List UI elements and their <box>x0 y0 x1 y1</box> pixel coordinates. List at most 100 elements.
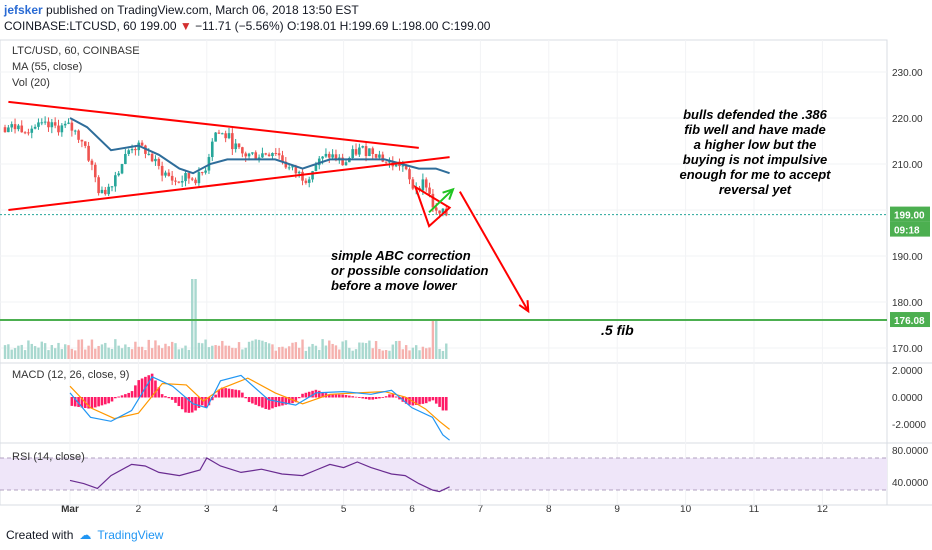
macd-legend[interactable]: MACD (12, 26, close, 9) <box>12 369 130 381</box>
candle-body <box>441 208 445 214</box>
macd-histogram-bar <box>180 397 184 410</box>
volume-bar <box>421 346 425 359</box>
author-name[interactable]: jefsker <box>4 3 43 17</box>
volume-bar <box>94 348 97 359</box>
macd-tick-label: 0.0000 <box>892 393 923 404</box>
volume-bar <box>47 350 50 359</box>
macd-histogram-bar <box>73 397 77 407</box>
volume-bar <box>97 345 100 359</box>
volume-bar <box>398 340 401 359</box>
volume-bar <box>110 348 114 359</box>
wedge-lower-line <box>8 156 450 211</box>
macd-histogram-bar <box>264 397 268 409</box>
macd-histogram-bar <box>224 388 227 398</box>
countdown-tag-bg <box>890 221 930 237</box>
candle-body <box>284 161 288 168</box>
macd-histogram-bar <box>90 397 94 409</box>
volume-bar <box>184 345 187 359</box>
price-tick-label: 230.00 <box>892 68 923 79</box>
volume-bar <box>74 350 77 359</box>
volume-bar <box>441 350 445 359</box>
candle-body <box>317 158 321 166</box>
candle-body <box>7 127 10 133</box>
down-triangle-icon: ▼ <box>179 19 192 33</box>
macd-histogram-bar <box>150 373 154 398</box>
candle-body <box>80 139 84 142</box>
volume-bar <box>33 346 37 359</box>
price-change: −11.71 (−5.56%) <box>195 19 284 33</box>
countdown-tag: 09:18 <box>894 226 920 237</box>
ma-legend[interactable]: MA (55, close) <box>12 61 83 73</box>
volume-bar <box>77 339 80 359</box>
macd-histogram-bar <box>187 397 191 413</box>
vol-legend[interactable]: Vol (20) <box>12 77 50 89</box>
volume-bar <box>338 349 341 359</box>
macd-histogram-bar <box>251 397 254 404</box>
volume-bar <box>351 350 354 359</box>
macd-histogram-bar <box>434 397 438 404</box>
candle-body <box>93 164 97 178</box>
macd-histogram-bar <box>378 397 381 399</box>
volume-bar <box>60 349 64 359</box>
volume-bar <box>117 345 120 359</box>
rsi-legend[interactable]: RSI (14, close) <box>12 451 85 463</box>
volume-bar <box>328 340 331 359</box>
macd-histogram-bar <box>404 397 408 404</box>
volume-bar <box>43 343 47 359</box>
volume-bar <box>344 340 348 359</box>
candle-body <box>30 128 34 133</box>
macd-histogram-bar <box>281 397 284 406</box>
red-arrow <box>459 191 530 312</box>
macd-histogram-bar <box>338 394 341 398</box>
candle-body <box>428 187 431 194</box>
candle-body <box>107 186 110 195</box>
candle-body <box>73 130 77 132</box>
fib-annotation: .5 fib <box>601 322 634 338</box>
candle-body <box>127 150 131 154</box>
volume-bar <box>7 344 10 359</box>
volume-bar <box>354 349 358 359</box>
price-tick-label: 170.00 <box>892 344 923 355</box>
candle-body <box>100 189 104 194</box>
candle-body <box>150 153 154 162</box>
tradingview-brand[interactable]: TradingView <box>97 528 164 542</box>
macd-histogram-bar <box>317 390 321 398</box>
volume-bar <box>224 345 227 359</box>
candle-body <box>60 125 64 133</box>
volume-bar <box>191 279 194 359</box>
volume-bar <box>197 342 201 359</box>
symbol-label: COINBASE:LTCUSD, 60 <box>4 19 137 33</box>
candle-body <box>10 124 14 128</box>
volume-bar <box>241 349 244 359</box>
wedge-upper-line <box>8 100 419 149</box>
candle-body <box>307 179 311 183</box>
candle-body <box>57 125 60 133</box>
ma-line <box>69 117 450 175</box>
macd-line <box>69 374 450 441</box>
macd-histogram-bar <box>184 397 187 413</box>
candle-body <box>294 166 298 174</box>
volume-bar <box>438 349 441 359</box>
macd-histogram-bar <box>351 396 354 398</box>
macd-histogram-bar <box>127 392 131 398</box>
volume-bar <box>308 346 311 359</box>
candle-body <box>331 154 334 158</box>
macd-histogram-bar <box>361 397 365 399</box>
candle-body <box>247 153 251 157</box>
candle-body <box>180 181 184 183</box>
candle-body <box>114 175 117 187</box>
publish-header: jefsker published on TradingView.com, Ma… <box>4 3 359 17</box>
rsi-tick-label: 40.0000 <box>892 478 929 489</box>
volume-bar <box>177 349 181 359</box>
volume-bar <box>301 339 304 359</box>
candle-body <box>351 149 354 158</box>
volume-bar <box>408 350 411 359</box>
macd-histogram-bar <box>124 394 127 398</box>
footer: Created with ☁ TradingView <box>6 528 163 542</box>
volume-bar <box>157 345 160 359</box>
candle-body <box>371 148 375 154</box>
candle-body <box>23 132 27 134</box>
volume-bar <box>50 345 54 359</box>
candle-body <box>154 158 157 162</box>
